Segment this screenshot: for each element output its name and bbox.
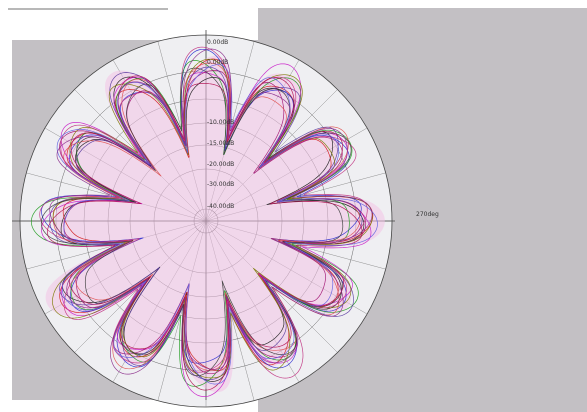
radial-tick-label: -40.00dB xyxy=(207,203,234,210)
radial-tick-label: -10.00dB xyxy=(207,119,234,126)
series-line-14 xyxy=(49,48,373,375)
series-line-9 xyxy=(52,58,373,379)
radial-tick-label: 0.00dB xyxy=(207,59,228,66)
radial-tick-label: -20.00dB xyxy=(207,161,234,168)
series-line-12 xyxy=(47,75,363,391)
radial-tick-labels: 0.00dB 0.00dB -10.00dB -15.00dB -20.00dB -30.… xyxy=(207,39,234,210)
series-line-4 xyxy=(30,60,359,387)
angle-label: 270deg xyxy=(416,211,439,218)
radial-tick-label: 0.00dB xyxy=(207,39,228,46)
radial-tick-label: -30.00dB xyxy=(207,181,234,188)
series-layer xyxy=(30,46,378,397)
series-line-8 xyxy=(49,66,363,381)
series-line-10 xyxy=(39,46,368,379)
series-line-13 xyxy=(56,64,378,385)
series-line-1 xyxy=(60,76,365,382)
top-divider-line xyxy=(8,8,168,10)
radial-tick-label: -15.00dB xyxy=(207,140,234,147)
